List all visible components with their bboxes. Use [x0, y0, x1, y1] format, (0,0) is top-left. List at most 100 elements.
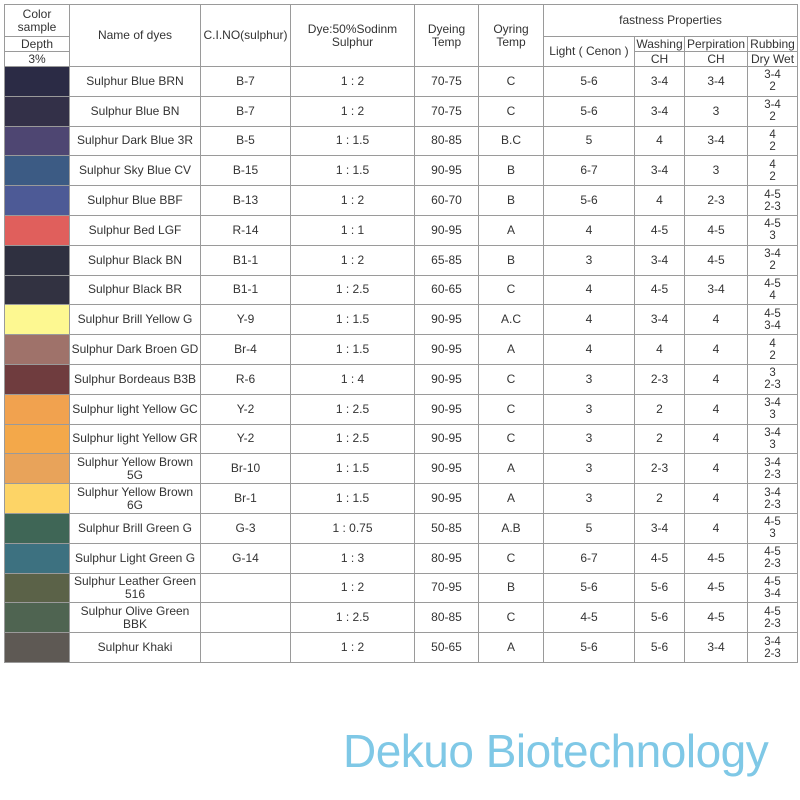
- cino-cell: Br-4: [200, 334, 291, 365]
- perspiration-fastness-cell: 3: [684, 95, 748, 127]
- cino-cell: R-14: [200, 214, 291, 246]
- oyring-temp-cell: C: [478, 423, 544, 455]
- ratio-cell: 1 : 2: [290, 95, 415, 127]
- oyring-temp-cell: B.C: [478, 125, 544, 157]
- rubbing-wet-value: 2-3: [764, 647, 781, 660]
- color-swatch: [4, 244, 70, 276]
- light-fastness-cell: 6-7: [543, 155, 635, 187]
- table-row: Sulphur Black BN B1-1 1 : 2 65-85 B 3 3-4 4-5 3-…: [4, 244, 799, 276]
- table-row: Sulphur Bed LGF R-14 1 : 1 90-95 A 4 4-5 4-5 4-5…: [4, 214, 799, 246]
- cino-cell: [200, 572, 291, 604]
- rubbing-dry-value: 4-5: [764, 277, 781, 290]
- rubbing-fastness-cell: 3-4 2-3: [746, 483, 799, 514]
- light-fastness-cell: 4: [543, 304, 635, 336]
- rubbing-fastness-cell: 4-5 3-4: [746, 572, 799, 604]
- washing-fastness-cell: 3-4: [634, 95, 685, 127]
- dye-name-cell: Sulphur Olive Green BBK: [69, 602, 201, 634]
- cino-cell: Br-1: [200, 483, 291, 514]
- perspiration-fastness-cell: 4: [684, 512, 748, 544]
- rubbing-wet-value: 2-3: [764, 379, 781, 392]
- light-fastness-cell: 5-6: [543, 66, 635, 97]
- cino-cell: Y-2: [200, 423, 291, 455]
- oyring-temp-cell: C: [478, 602, 544, 634]
- rubbing-fastness-cell: 4-5 4: [746, 274, 799, 306]
- oyring-temp-cell: C: [478, 393, 544, 425]
- dyeing-temp-cell: 65-85: [414, 244, 479, 276]
- rubbing-dry-value: 4-5: [764, 516, 781, 529]
- dyeing-temp-cell: 90-95: [414, 423, 479, 455]
- color-swatch: [4, 274, 70, 306]
- ratio-cell: 1 : 2.5: [290, 274, 415, 306]
- dyeing-temp-cell: 70-95: [414, 572, 479, 604]
- rubbing-dry-value: 4-5: [764, 546, 781, 559]
- ratio-cell: 1 : 1.5: [290, 453, 415, 485]
- rubbing-sub-header: Dry Wet: [746, 51, 799, 67]
- cino-cell: B-15: [200, 155, 291, 187]
- light-fastness-cell: 3: [543, 363, 635, 395]
- dyeing-temp-cell: 90-95: [414, 363, 479, 395]
- light-fastness-cell: 5: [543, 512, 635, 544]
- color-swatch: [4, 66, 70, 97]
- perspiration-fastness-cell: 3-4: [684, 66, 748, 97]
- perspiration-fastness-cell: 4: [684, 334, 748, 365]
- perspiration-fastness-cell: 4: [684, 483, 748, 514]
- rubbing-wet-value: 2: [769, 349, 776, 362]
- ratio-cell: 1 : 2: [290, 572, 415, 604]
- dye-name-cell: Sulphur Blue BRN: [69, 66, 201, 97]
- rubbing-dry-value: 4-5: [764, 605, 781, 618]
- washing-fastness-cell: 5-6: [634, 572, 685, 604]
- washing-fastness-cell: 2-3: [634, 363, 685, 395]
- washing-fastness-cell: 3-4: [634, 66, 685, 97]
- ratio-cell: 1 : 2: [290, 632, 415, 663]
- dye-name-cell: Sulphur Brill Yellow G: [69, 304, 201, 336]
- dye-name-cell: Sulphur Brill Green G: [69, 512, 201, 544]
- cino-cell: B1-1: [200, 244, 291, 276]
- oyring-temp-cell: C: [478, 274, 544, 306]
- oyring-temp-cell: C: [478, 542, 544, 574]
- oyring-temp-cell: B: [478, 185, 544, 216]
- ratio-cell: 1 : 2.5: [290, 602, 415, 634]
- color-swatch: [4, 125, 70, 157]
- rubbing-wet-value: 2: [769, 170, 776, 183]
- brand-watermark: Dekuo Biotechnology: [343, 725, 769, 777]
- color-swatch: [4, 214, 70, 246]
- dye-name-cell: Sulphur Light Green G: [69, 542, 201, 574]
- rubbing-wet-value: 2-3: [764, 617, 781, 630]
- table-row: Sulphur Dark Blue 3R B-5 1 : 1.5 80-85 B.C 5 4…: [4, 125, 799, 157]
- perspiration-fastness-cell: 4-5: [684, 572, 748, 604]
- rubbing-dry-value: 3-4: [764, 248, 781, 261]
- rubbing-dry-value: 4: [769, 128, 776, 141]
- table-row: Sulphur Blue BBF B-13 1 : 2 60-70 B 5-6 4 2-3 4-…: [4, 185, 799, 216]
- rubbing-fastness-cell: 4-5 2-3: [746, 542, 799, 574]
- washing-fastness-cell: 5-6: [634, 602, 685, 634]
- dyeing-temp-cell: 50-65: [414, 632, 479, 663]
- washing-sub-header: CH: [634, 51, 685, 67]
- dye-name-cell: Sulphur Dark Blue 3R: [69, 125, 201, 157]
- table-row: Sulphur Sky Blue CV B-15 1 : 1.5 90-95 B 6-7 3…: [4, 155, 799, 187]
- ratio-cell: 1 : 0.75: [290, 512, 415, 544]
- rubbing-wet-value: 2-3: [764, 558, 781, 571]
- dye-name-cell: Sulphur light Yellow GC: [69, 393, 201, 425]
- perspiration-sub-header: CH: [684, 51, 748, 67]
- rubbing-fastness-cell: 4-5 3: [746, 512, 799, 544]
- cino-cell: Y-2: [200, 393, 291, 425]
- ratio-cell: 1 : 4: [290, 363, 415, 395]
- washing-fastness-cell: 3-4: [634, 244, 685, 276]
- dye-name-cell: Sulphur Dark Broen GD: [69, 334, 201, 365]
- rubbing-header: Rubbing: [746, 36, 799, 52]
- perspiration-fastness-cell: 3-4: [684, 125, 748, 157]
- color-swatch: [4, 185, 70, 216]
- dyeing-temp-cell: 90-95: [414, 304, 479, 336]
- rubbing-wet-value: 2-3: [764, 200, 781, 213]
- cino-cell: B-7: [200, 66, 291, 97]
- washing-fastness-cell: 2: [634, 483, 685, 514]
- dye-name-cell: Sulphur Black BN: [69, 244, 201, 276]
- light-fastness-cell: 3: [543, 423, 635, 455]
- color-swatch: [4, 304, 70, 336]
- color-swatch: [4, 483, 70, 514]
- perspiration-fastness-cell: 3-4: [684, 632, 748, 663]
- rubbing-fastness-cell: 4-5 2-3: [746, 185, 799, 216]
- color-swatch: [4, 393, 70, 425]
- rubbing-wet-value: 2: [769, 81, 776, 94]
- rubbing-wet-value: 3-4: [764, 319, 781, 332]
